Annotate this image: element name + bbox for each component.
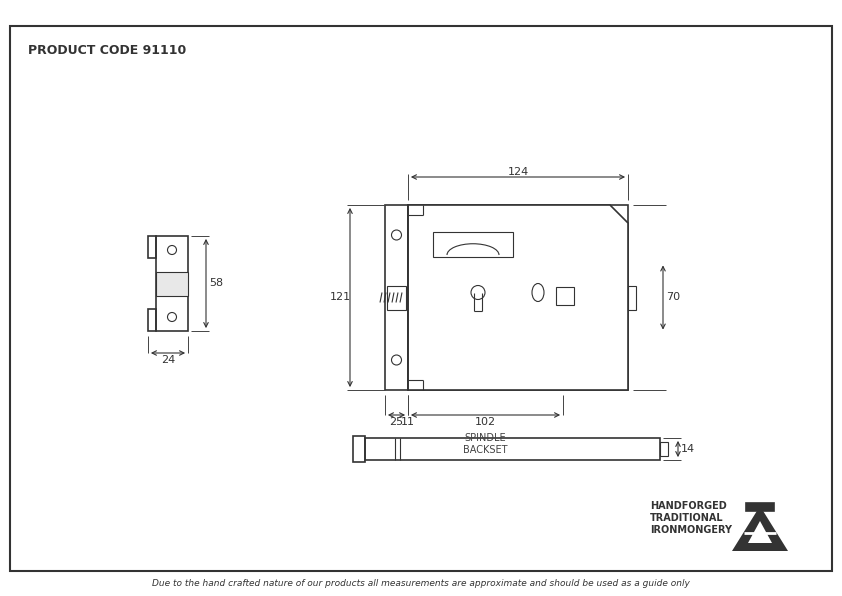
- Text: Due to the hand crafted nature of our products all measurements are approximate : Due to the hand crafted nature of our pr…: [152, 579, 690, 588]
- Bar: [156, 272, 188, 296]
- Text: 121: 121: [329, 293, 350, 303]
- Bar: [628, 285, 636, 309]
- Text: 70: 70: [666, 293, 680, 303]
- Text: 24: 24: [161, 355, 175, 365]
- Bar: [556, 287, 574, 305]
- Text: SPINDLE
BACKSET: SPINDLE BACKSET: [463, 433, 508, 455]
- Bar: [387, 285, 406, 309]
- Text: 11: 11: [401, 417, 415, 427]
- Text: TRADITIONAL: TRADITIONAL: [650, 513, 723, 523]
- Bar: [433, 232, 513, 257]
- PathPatch shape: [408, 205, 628, 390]
- Bar: [156, 236, 188, 331]
- Bar: [148, 309, 156, 331]
- Text: PRODUCT CODE 91110: PRODUCT CODE 91110: [28, 45, 186, 57]
- Bar: [746, 503, 774, 511]
- Bar: [148, 236, 156, 258]
- Text: 58: 58: [209, 278, 223, 288]
- Bar: [408, 205, 628, 390]
- Text: 102: 102: [475, 417, 496, 427]
- Text: HANDFORGED: HANDFORGED: [650, 501, 727, 511]
- Polygon shape: [748, 521, 772, 543]
- Polygon shape: [732, 506, 788, 551]
- Text: 25: 25: [390, 417, 403, 427]
- Text: 14: 14: [681, 444, 695, 454]
- Bar: [660, 442, 668, 456]
- Bar: [353, 436, 365, 462]
- Bar: [385, 205, 408, 390]
- Text: IRONMONGERY: IRONMONGERY: [650, 525, 732, 535]
- Text: 124: 124: [508, 167, 529, 177]
- Bar: [365, 438, 660, 460]
